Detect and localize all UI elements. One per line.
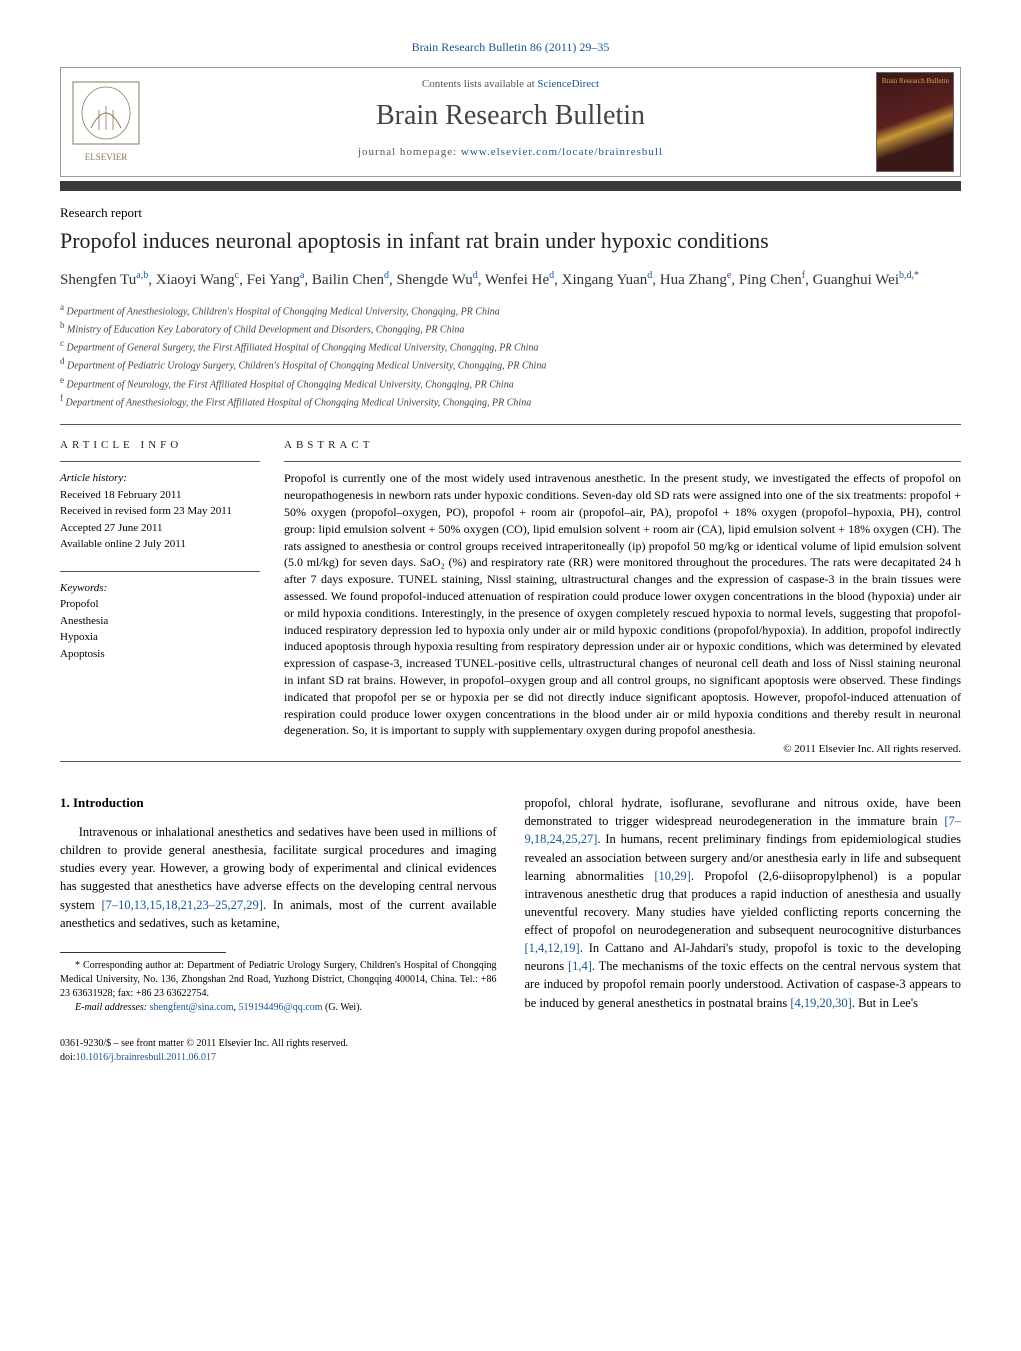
abstract-copyright: © 2011 Elsevier Inc. All rights reserved…: [284, 743, 961, 755]
affiliation: c Department of General Surgery, the Fir…: [60, 337, 961, 355]
journal-name: Brain Research Bulletin: [161, 100, 860, 132]
abstract-header: ABSTRACT: [284, 439, 961, 451]
ref-link[interactable]: [1,4,12,19]: [525, 941, 580, 955]
article-title: Propofol induces neuronal apoptosis in i…: [60, 227, 961, 255]
ref-link[interactable]: [4,19,20,30]: [790, 996, 851, 1010]
affiliation: e Department of Neurology, the First Aff…: [60, 374, 961, 392]
homepage-link[interactable]: www.elsevier.com/locate/brainresbull: [461, 146, 663, 158]
footer: 0361-9230/$ – see front matter © 2011 El…: [60, 1037, 961, 1065]
sciencedirect-link[interactable]: ScienceDirect: [537, 78, 599, 90]
divider: [60, 761, 961, 762]
doi: doi:10.1016/j.brainresbull.2011.06.017: [60, 1051, 961, 1065]
history-line: Received in revised form 23 May 2011: [60, 503, 260, 520]
email-addresses: E-mail addresses: shengfent@sina.com, 51…: [60, 1001, 497, 1015]
info-header: ARTICLE INFO: [60, 439, 260, 451]
keyword: Propofol: [60, 596, 260, 613]
header-center: Contents lists available at ScienceDirec…: [151, 68, 870, 176]
abstract-text: Propofol is currently one of the most wi…: [284, 461, 961, 739]
divider: [60, 424, 961, 425]
homepage-line: journal homepage: www.elsevier.com/locat…: [161, 146, 860, 158]
front-matter: 0361-9230/$ – see front matter © 2011 El…: [60, 1037, 961, 1051]
corresponding-author: * Corresponding author at: Department of…: [60, 959, 497, 1001]
email-link[interactable]: shengfent@sina.com: [150, 1002, 234, 1013]
doi-link[interactable]: 10.1016/j.brainresbull.2011.06.017: [76, 1052, 216, 1063]
svg-text:ELSEVIER: ELSEVIER: [85, 152, 128, 162]
intro-para-1: Intravenous or inhalational anesthetics …: [60, 823, 497, 932]
contents-line: Contents lists available at ScienceDirec…: [161, 78, 860, 90]
affiliation: a Department of Anesthesiology, Children…: [60, 301, 961, 319]
article-info-column: ARTICLE INFO Article history: Received 1…: [60, 439, 260, 755]
journal-header: ELSEVIER Contents lists available at Sci…: [60, 67, 961, 177]
section-heading: 1. Introduction: [60, 794, 497, 813]
email-link[interactable]: 519194496@qq.com: [239, 1002, 323, 1013]
affiliations: a Department of Anesthesiology, Children…: [60, 301, 961, 411]
keyword: Hypoxia: [60, 629, 260, 646]
ref-link[interactable]: [7–10,13,15,18,21,23–25,27,29]: [102, 898, 263, 912]
footnote-rule: [60, 952, 226, 953]
body-text: 1. Introduction Intravenous or inhalatio…: [60, 794, 961, 1015]
affiliation: d Department of Pediatric Urology Surger…: [60, 355, 961, 373]
journal-cover: Brain Research Bulletin: [870, 68, 960, 176]
article-type: Research report: [60, 205, 961, 221]
affiliation: b Ministry of Education Key Laboratory o…: [60, 319, 961, 337]
history-line: Accepted 27 June 2011: [60, 520, 260, 537]
ref-link[interactable]: [1,4]: [568, 959, 592, 973]
keyword: Apoptosis: [60, 646, 260, 663]
article-history: Article history: Received 18 February 20…: [60, 461, 260, 553]
history-line: Received 18 February 2011: [60, 487, 260, 504]
intro-para-2: propofol, chloral hydrate, isoflurane, s…: [525, 794, 962, 1012]
citation-banner: Brain Research Bulletin 86 (2011) 29–35: [60, 40, 961, 55]
abstract-column: ABSTRACT Propofol is currently one of th…: [284, 439, 961, 755]
elsevier-logo: ELSEVIER: [61, 68, 151, 176]
history-line: Available online 2 July 2011: [60, 536, 260, 553]
keywords: Keywords: PropofolAnesthesiaHypoxiaApopt…: [60, 571, 260, 663]
affiliation: f Department of Anesthesiology, the Firs…: [60, 392, 961, 410]
header-bar: [60, 181, 961, 191]
keyword: Anesthesia: [60, 613, 260, 630]
authors: Shengfen Tua,b, Xiaoyi Wangc, Fei Yanga,…: [60, 269, 961, 291]
ref-link[interactable]: [10,29]: [654, 869, 690, 883]
